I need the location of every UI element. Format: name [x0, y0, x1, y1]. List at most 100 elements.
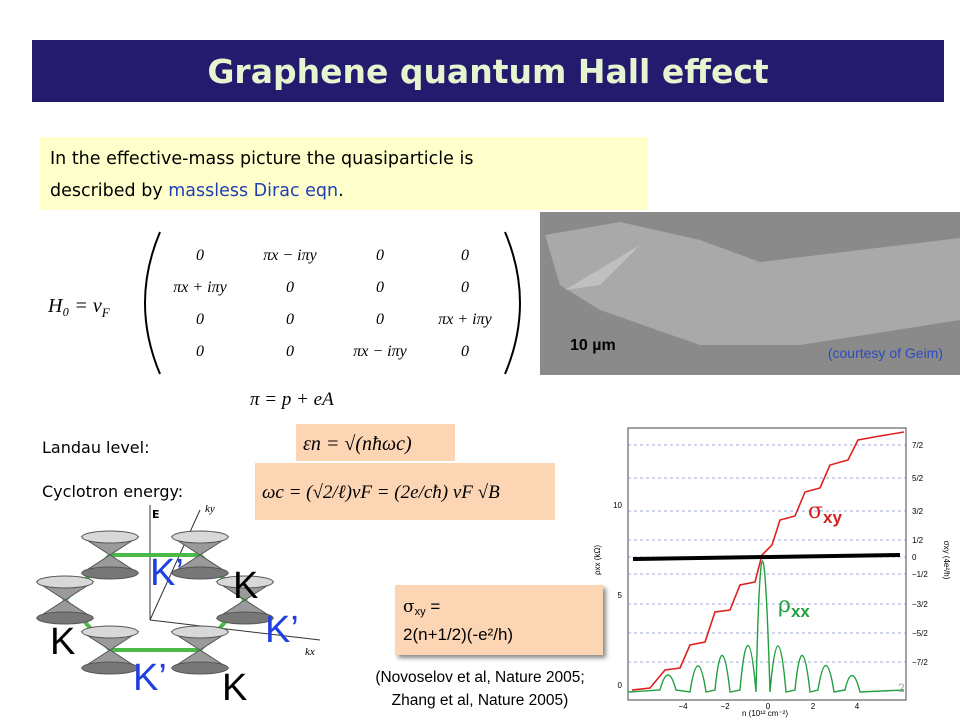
cone-rim — [171, 530, 229, 544]
flake — [545, 222, 960, 345]
cone-rim — [81, 625, 139, 639]
right-tick-label: −1/2 — [912, 570, 928, 579]
cone-rim — [171, 566, 229, 580]
reference: Zhang et al, Nature 2005) — [392, 692, 569, 709]
right-tick-label: 3/2 — [912, 507, 924, 516]
cyclotron-equation: ωc = (√2/ℓ)vF = (2e/cħ) vF √B — [262, 482, 500, 503]
intro-end: . — [338, 181, 344, 201]
formula-line-2: 2(n+1/2)(-e²/h) — [403, 625, 513, 644]
cone-rim — [171, 625, 229, 639]
matrix-entry: 0 — [376, 247, 384, 264]
matrix-entry: 0 — [376, 279, 384, 296]
landau-label: Landau level: — [42, 438, 149, 457]
axis-ky-label: ky — [205, 503, 215, 515]
matrix-entry: 0 — [461, 247, 469, 264]
scale-label: 10 µm — [570, 337, 616, 354]
left-tick-label: 5 — [618, 591, 623, 600]
left-tick-label: 10 — [613, 501, 622, 510]
qhe-plot: 7/2 5/2 3/2 1/2 0 −1/2 −3/2 −5/2 −7/2 10 5 0 −4 −2 0 2 4… — [593, 427, 951, 718]
hamiltonian-lhs: H₀ = vF — [47, 295, 111, 320]
cones-figure: E ky kx K’ K K’ K K’ K — [35, 503, 321, 709]
sigma-curve — [631, 431, 905, 691]
pi-definition: π = p + eA — [250, 389, 334, 410]
axis-e-label: E — [152, 508, 160, 521]
title: Graphene quantum Hall effect — [207, 52, 769, 91]
lhs-sub: F — [101, 305, 111, 320]
flake-edge — [565, 245, 640, 290]
matrix-entry: πx − iπy — [353, 343, 407, 360]
reference: (Novoselov et al, Nature 2005; — [375, 669, 584, 686]
formula-eq: = — [426, 597, 441, 616]
cyclotron-label: Cyclotron energy: — [42, 482, 183, 501]
matrix-entry: πx + iπy — [173, 279, 227, 296]
sigma: σ — [403, 597, 415, 617]
bottom-tick-label: 0 — [766, 702, 771, 711]
title-bar — [32, 40, 944, 102]
cone-rim — [216, 611, 274, 625]
right-tick-label: −3/2 — [912, 600, 928, 609]
right-tick-label: 5/2 — [912, 474, 924, 483]
matrix-entry: 0 — [286, 279, 294, 296]
cyclotron-box — [255, 463, 555, 520]
right-tick-label: −7/2 — [912, 658, 928, 667]
photo-credit: (courtesy of Geim) — [828, 345, 943, 361]
cone-rim — [81, 530, 139, 544]
k-label: K’ — [265, 609, 299, 651]
cone-rim — [81, 566, 139, 580]
sigma-label: σxy — [808, 499, 842, 527]
right-tick-label: 7/2 — [912, 441, 924, 450]
axis-ky — [149, 509, 201, 621]
matrix-entry: 0 — [376, 311, 384, 328]
cone-rim — [36, 575, 94, 589]
paren-right — [504, 231, 521, 375]
plot-frame — [627, 427, 907, 701]
cone-rim — [36, 611, 94, 625]
matrix-entry: 0 — [196, 311, 204, 328]
bottom-tick-label: −2 — [720, 702, 730, 711]
bottom-tick-label: −4 — [678, 702, 688, 711]
left-axis-label: ρxx (kΩ) — [593, 545, 602, 575]
k-label: K — [50, 621, 75, 663]
matrix-entry: 0 — [286, 343, 294, 360]
matrix-entry: 0 — [196, 343, 204, 360]
rho-symbol: ρ — [778, 593, 791, 618]
lhs: H₀ = v — [47, 295, 102, 317]
bottom-tick-label: 4 — [855, 702, 860, 711]
cone-rim — [216, 575, 274, 589]
matrix-entry: 0 — [461, 343, 469, 360]
right-tick-label: 0 — [912, 553, 917, 562]
hamiltonian: H₀ = vF π = p + eA 0 πx − iπy 0 0 πx + iπy 0 0… — [47, 231, 521, 410]
page-number: 2 — [898, 681, 905, 695]
matrix-entry: 0 — [196, 247, 204, 264]
sigma-symbol: σ — [808, 499, 823, 524]
matrix-entry: πx + iπy — [438, 311, 492, 328]
matrix-entry: πx − iπy — [263, 247, 317, 264]
intro-box — [40, 137, 648, 210]
cone-rim — [171, 661, 229, 675]
zero-line — [632, 553, 901, 561]
landau-box — [296, 424, 455, 461]
rho-curve — [627, 560, 905, 693]
cone-rim — [81, 661, 139, 675]
intro-text: described by — [50, 181, 168, 201]
matrix-entry: 0 — [461, 279, 469, 296]
sigma-sub: xy — [415, 606, 427, 618]
rho-sub: xx — [791, 602, 810, 621]
k-label: K — [222, 667, 247, 709]
k-label: K’ — [133, 657, 167, 699]
right-axis-label: σxy (4e²/h) — [942, 541, 951, 580]
axis-kx — [149, 619, 321, 641]
intro-highlight: massless Dirac eqn — [168, 181, 338, 201]
x-axis-label: n (10¹² cm⁻²) — [742, 709, 788, 718]
paren-left — [144, 231, 161, 375]
sigma-sub: xy — [823, 508, 842, 527]
matrix-entry: 0 — [286, 311, 294, 328]
axis-kx-label: kx — [305, 646, 315, 658]
right-tick-label: 1/2 — [912, 536, 924, 545]
k-label: K’ — [150, 552, 184, 594]
intro-line-2: described by massless Dirac eqn. — [50, 181, 344, 201]
left-tick-label: 0 — [618, 681, 623, 690]
landau-equation: εn = √(nħωc) — [303, 433, 412, 455]
rho-label: ρxx — [778, 593, 810, 621]
